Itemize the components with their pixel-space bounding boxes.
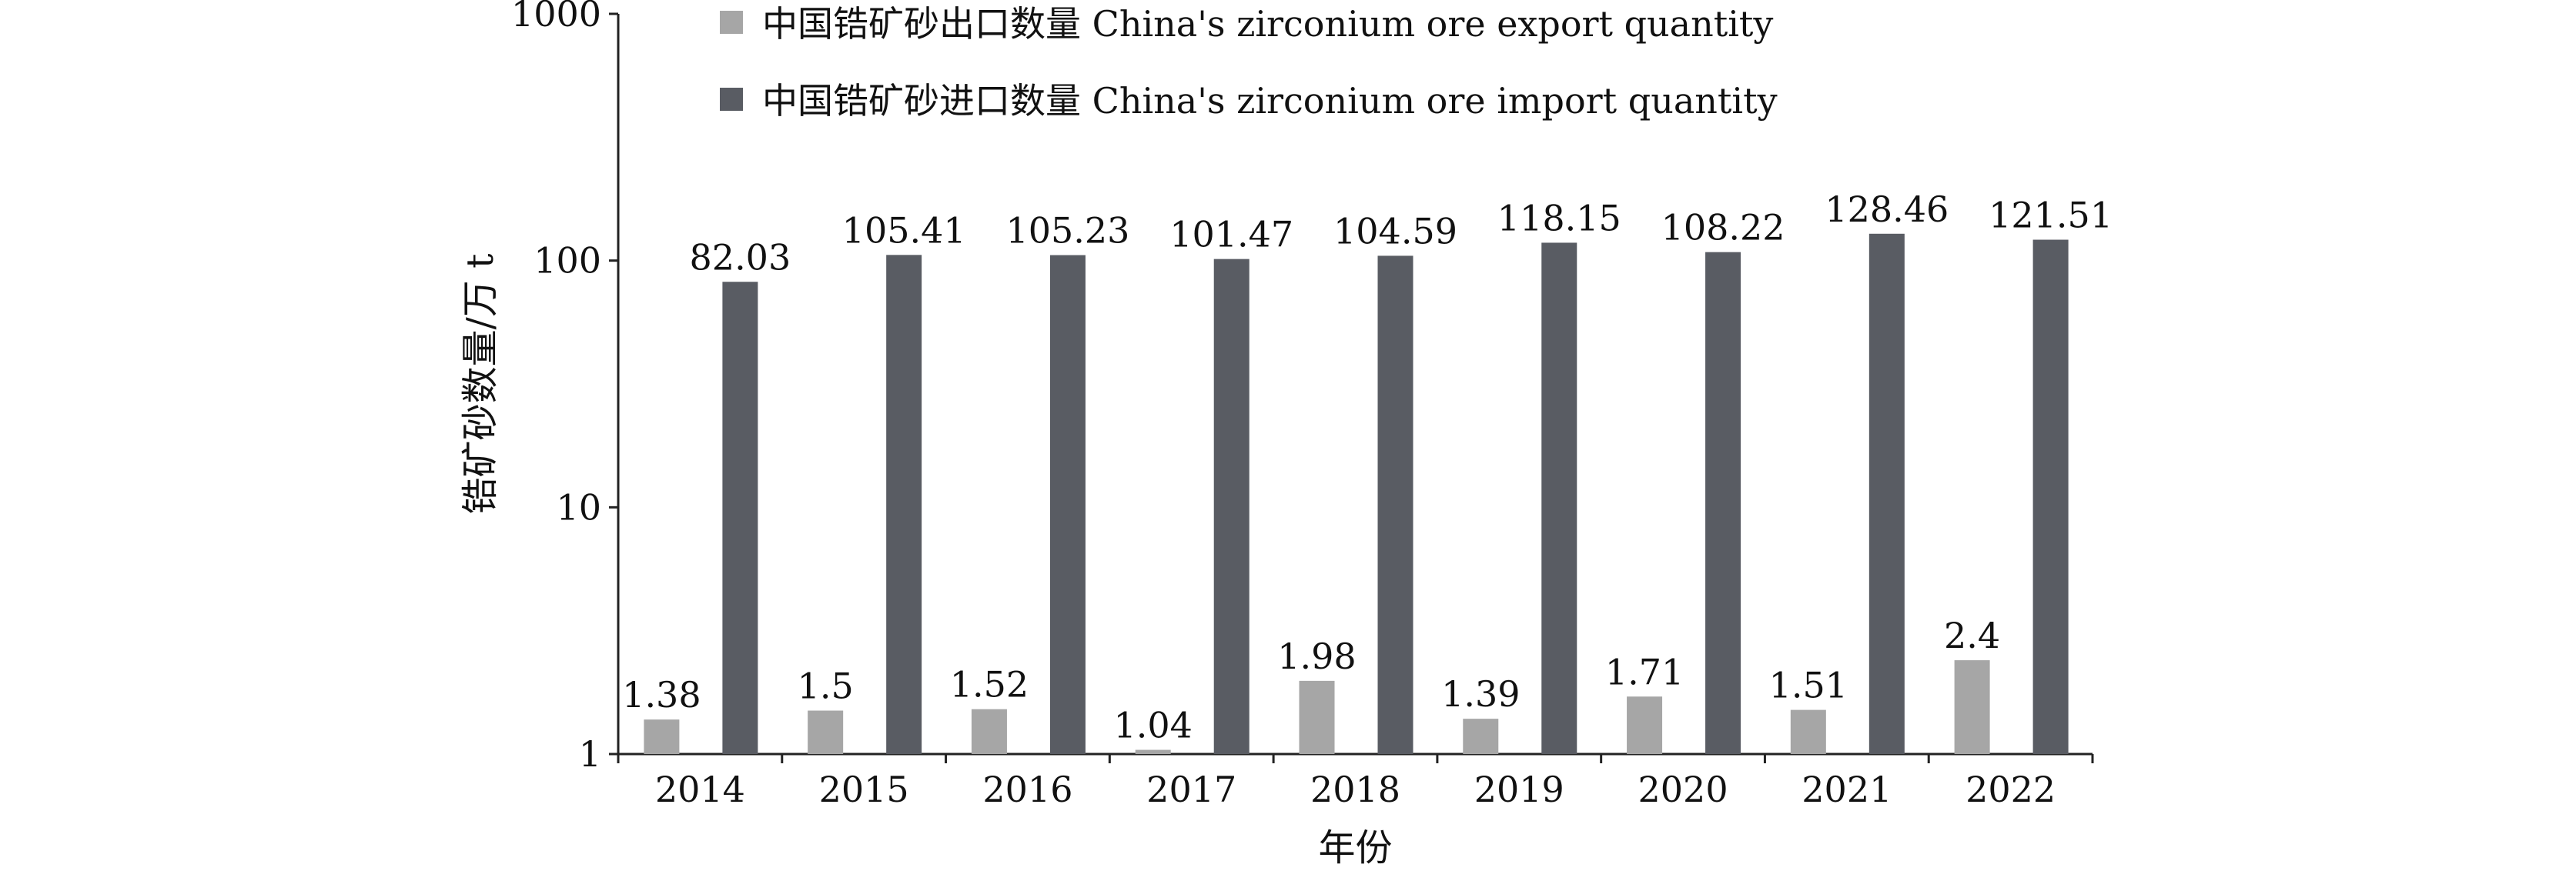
bars: 1.38 82.03 1.5 105.41 1.52 105.23 1.04 101.47 1.… [622,189,2113,754]
data-label-export: 1.71 [1605,651,1684,692]
bar-export [1299,680,1335,754]
legend-label-import: 中国锆矿砂进口数量 China's zirconium ore import q… [762,80,1778,122]
data-label-import: 105.41 [842,209,966,251]
legend: 中国锆矿砂出口数量 China's zirconium ore export q… [720,3,1778,122]
x-tick-label: 2016 [982,769,1072,810]
data-label-import: 108.22 [1661,207,1785,249]
bar-export [1463,719,1499,754]
bar-import [1213,259,1250,754]
bar-export [1790,709,1826,754]
x-tick-label: 2015 [819,769,909,810]
x-tick-label: 2018 [1310,769,1400,810]
y-tick-label: 10 [556,486,601,528]
data-label-import: 82.03 [690,236,791,278]
legend-swatch-export [720,11,743,34]
x-tick-label: 2022 [1965,769,2056,810]
data-label-export: 1.51 [1769,665,1848,706]
bar-import [1705,252,1741,754]
bar-import [1049,255,1086,754]
bar-import [1541,242,1577,754]
bar-import [1868,233,1905,754]
data-label-export: 1.04 [1114,705,1193,746]
data-label-export: 1.38 [622,674,701,716]
data-label-import: 105.23 [1005,210,1129,252]
data-label-import: 121.51 [1989,195,2113,236]
bar-export [1135,749,1171,754]
data-label-import: 104.59 [1333,210,1457,252]
bar-import [722,282,758,754]
x-tick-label: 2014 [655,769,745,810]
bar-export [808,710,844,754]
data-label-export: 1.98 [1277,636,1356,677]
bar-import [1377,255,1413,754]
bar-export [644,719,680,754]
data-label-export: 1.39 [1441,673,1520,715]
bar-import [2032,239,2069,754]
bar-export [1954,660,1990,754]
data-label-import: 128.46 [1825,189,1949,230]
legend-label-export: 中国锆矿砂出口数量 China's zirconium ore export q… [762,3,1773,45]
bar-export [1627,696,1663,754]
data-label-import: 118.15 [1497,197,1621,239]
legend-swatch-import [720,88,743,111]
data-label-import: 101.47 [1169,214,1293,255]
y-tick-label: 1 [579,733,601,775]
bar-import [886,255,922,754]
data-label-export: 2.4 [1944,615,2000,656]
y-axis-title: 锆矿砂数量/万 t [459,254,502,515]
x-tick-label: 2019 [1474,769,1564,810]
data-label-export: 1.5 [798,666,854,707]
x-tick-label: 2021 [1802,769,1892,810]
x-axis-title: 年份 [1318,826,1392,869]
y-tick-label: 1000 [511,0,601,35]
axes: 1 10 100 1000 2014 2015 2016 2017 2018 2019 2020 20… [511,0,2094,810]
x-tick-label: 2020 [1638,769,1728,810]
data-label-export: 1.52 [950,664,1029,706]
x-tick-label: 2017 [1146,769,1236,810]
y-tick-label: 100 [534,240,601,282]
bar-export [971,709,1007,754]
